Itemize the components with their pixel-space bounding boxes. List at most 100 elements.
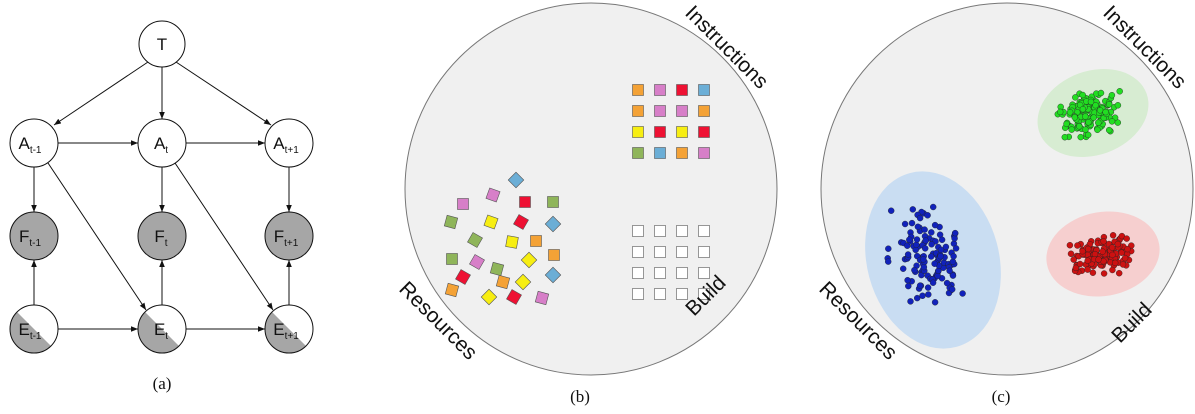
instruction-square — [654, 84, 666, 96]
resources-squares — [443, 171, 562, 306]
build-slot — [654, 267, 666, 279]
instruction-square — [654, 147, 666, 159]
resource-point — [924, 284, 932, 291]
build-slot — [632, 267, 644, 279]
resource-point — [916, 282, 924, 289]
instruction-point — [1108, 118, 1116, 125]
build-slot — [654, 246, 666, 258]
resource-point — [949, 258, 957, 265]
cluster-resources-points — [884, 203, 966, 306]
instruction-point — [1084, 131, 1092, 139]
instruction-square — [632, 147, 644, 159]
resource-point — [919, 292, 926, 299]
build-point — [1074, 242, 1081, 249]
resource-point — [921, 226, 928, 233]
resource-point — [949, 272, 957, 279]
edge-Aprev-Et — [47, 162, 147, 311]
resource-point — [937, 253, 944, 260]
instruction-square — [676, 126, 688, 138]
resource-square — [513, 214, 529, 230]
resource-point — [925, 291, 932, 298]
node-E-next-label: Et+1 — [273, 320, 299, 342]
build-squares — [632, 225, 710, 300]
resource-square — [457, 198, 469, 210]
resource-point — [914, 223, 922, 231]
node-A-next: At+1 — [264, 118, 314, 168]
resource-point — [938, 236, 946, 244]
build-slot — [676, 246, 688, 258]
build-point — [1100, 238, 1107, 245]
instruction-square — [632, 105, 644, 117]
instruction-point — [1096, 107, 1104, 114]
node-A-prev-label: At-1 — [18, 134, 41, 156]
resource-point — [905, 282, 912, 290]
node-F-prev: Ft-1 — [9, 211, 59, 261]
resource-point — [930, 203, 937, 211]
build-point — [1084, 245, 1092, 253]
resource-point — [931, 260, 938, 267]
resource-point — [929, 279, 937, 286]
instruction-point — [1066, 109, 1074, 116]
resource-point — [920, 256, 927, 263]
resource-point — [914, 294, 921, 302]
instruction-square — [654, 126, 666, 138]
build-slot — [654, 225, 666, 237]
panel-c-clustered: Instructions Resources Build (c) — [814, 1, 1194, 406]
instruction-square — [698, 147, 710, 159]
resource-point — [928, 241, 935, 248]
edge-T-Aprev — [53, 61, 149, 126]
instruction-point — [1056, 108, 1064, 116]
instruction-point — [1090, 114, 1097, 121]
resource-point — [922, 237, 929, 244]
resource-point — [952, 229, 959, 237]
resource-square — [506, 289, 522, 305]
build-slot — [632, 225, 644, 237]
node-E-prev-label: Et-1 — [18, 320, 41, 342]
build-point — [1119, 261, 1127, 268]
resource-point — [909, 206, 916, 213]
resource-square — [443, 214, 459, 230]
resource-square — [519, 196, 531, 208]
node-T: T — [138, 20, 186, 68]
resource-point — [946, 267, 953, 274]
resource-square — [495, 274, 511, 290]
instruction-square — [676, 147, 688, 159]
node-F-t-label: Ft — [154, 227, 167, 249]
resource-point — [907, 298, 914, 305]
build-point — [1072, 264, 1080, 272]
resource-point — [924, 212, 931, 219]
resource-point — [951, 235, 958, 242]
node-F-next: Ft+1 — [264, 211, 314, 261]
resource-square — [446, 253, 458, 265]
resource-square — [480, 288, 498, 306]
instruction-point — [1092, 101, 1099, 109]
instruction-square — [632, 126, 644, 138]
build-point — [1070, 256, 1077, 263]
instruction-square — [698, 84, 710, 96]
build-point — [1079, 247, 1086, 255]
instruction-point — [1079, 105, 1087, 113]
node-E-t-label: Et — [154, 320, 168, 342]
instructions-squares — [632, 84, 710, 159]
instruction-point — [1063, 120, 1070, 128]
build-point — [1084, 266, 1091, 273]
instruction-point — [1116, 88, 1123, 95]
instruction-point — [1094, 126, 1101, 134]
resource-point — [922, 245, 929, 252]
resource-point — [885, 258, 892, 265]
node-E-prev: Et-1 — [9, 304, 59, 354]
cluster-resources-ellipse — [865, 171, 1001, 349]
node-A-next-label: At+1 — [273, 134, 299, 156]
instruction-point — [1087, 98, 1095, 106]
resource-point — [937, 246, 945, 254]
node-T-label: T — [157, 35, 167, 54]
build-point — [1115, 270, 1123, 277]
instruction-square — [676, 84, 688, 96]
resource-point — [885, 245, 892, 252]
resource-point — [901, 220, 909, 228]
instruction-square — [698, 126, 710, 138]
build-slot — [676, 288, 688, 300]
instruction-point — [1114, 102, 1122, 109]
build-slot — [698, 267, 710, 279]
